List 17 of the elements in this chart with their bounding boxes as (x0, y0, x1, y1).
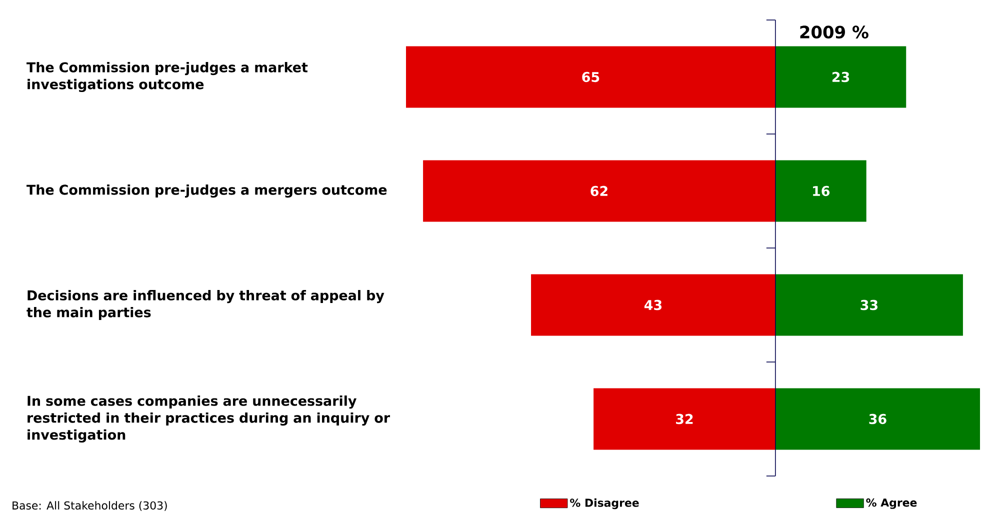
text: Base: All Stakeholders (303) (12, 501, 167, 511)
data-label: 43 (644, 300, 662, 310)
chart-title: 2009 % (800, 26, 868, 38)
y-tick-label: The Commission pre-judges a market investigations outcome (26, 62, 308, 92)
data-label: 16 (813, 186, 830, 196)
y-tick-label: In some cases companies are unnecessarily restricted in their practices during an inquiry or investigation (28, 396, 390, 443)
bar (775, 160, 866, 222)
y-tick-label: The Commission pre-judges a mergers outcome (26, 184, 387, 198)
legend-label: % Disagree (570, 498, 639, 510)
legend-label: % Agree (866, 498, 917, 509)
data-label: 62 (590, 186, 608, 196)
y-tick-label: Decisions are influenced by threat of appeal by the main parties (26, 290, 384, 320)
data-label: 36 (869, 414, 886, 424)
data-label: 32 (676, 414, 693, 424)
data-label: 33 (860, 300, 878, 310)
data-label: 23 (832, 72, 850, 82)
data-label: 65 (582, 72, 600, 82)
